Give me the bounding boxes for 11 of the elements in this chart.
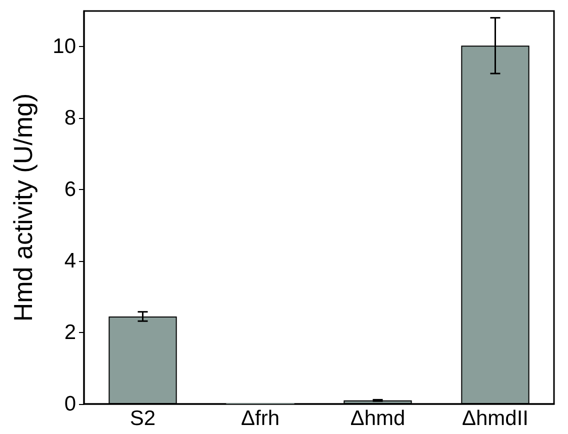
y-tick-label: 0 <box>64 392 76 416</box>
x-tick-label: ΔhmdII <box>462 407 529 430</box>
y-tick-label: 8 <box>64 106 76 130</box>
x-tick-label: Δfrh <box>240 407 280 430</box>
y-tick-label: 6 <box>64 178 76 202</box>
x-tick-label: S2 <box>130 407 156 430</box>
y-tick-label: 4 <box>64 250 76 273</box>
y-axis-title: Hmd activity (U/mg) <box>8 93 38 322</box>
y-tick-label: 10 <box>52 35 76 58</box>
x-tick-label: Δhmd <box>350 407 406 430</box>
y-tick-label: 2 <box>64 321 76 344</box>
